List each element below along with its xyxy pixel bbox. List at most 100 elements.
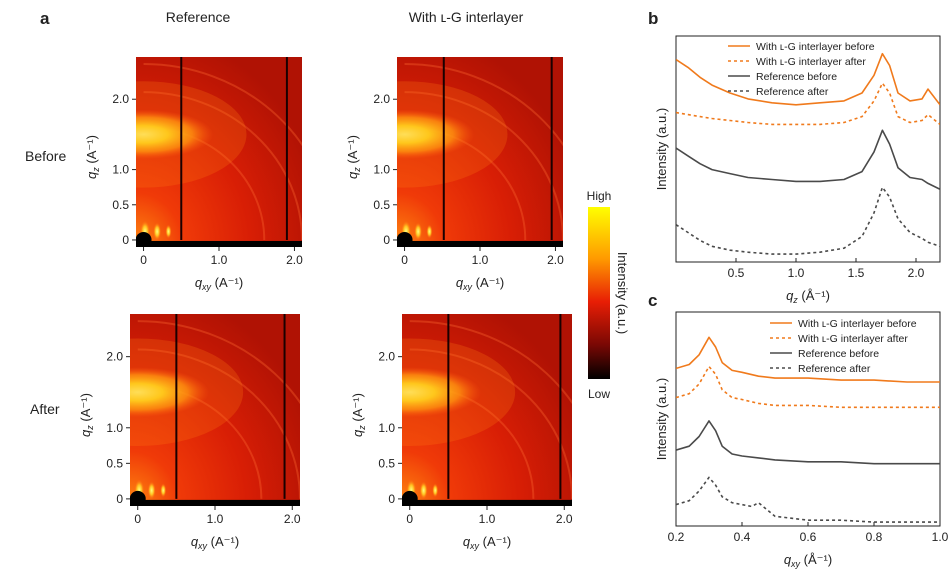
y-axis-label: qz (A⁻¹) (345, 135, 362, 179)
y-tick-label: 0 (388, 492, 395, 506)
x-tick-label: 1.0 (472, 253, 489, 267)
series-line-1 (676, 336, 940, 383)
low-q-peak (165, 224, 172, 239)
panel-letter-a: a (40, 9, 50, 28)
legend-entry: Reference after (798, 363, 871, 375)
x-tick-label: 0.4 (734, 530, 751, 544)
heatmap-reference-before: 0 1.0 2.0 0 0.5 1.0 2.0 qxy (A⁻¹) qz (A⁻¹) (84, 57, 303, 292)
x-axis-label: qxy (A⁻¹) (463, 534, 511, 551)
x-axis-label: qxy (A⁻¹) (191, 534, 239, 551)
y-tick-label: 2.0 (378, 350, 395, 364)
diffraction-arc (137, 320, 300, 405)
legend-entry: With ʟ-G interlayer after (798, 333, 908, 345)
lobe-halo (402, 338, 516, 446)
low-q-peak (426, 224, 433, 239)
detector-gap (130, 499, 300, 506)
legend-entry: Reference before (756, 71, 837, 83)
panel-letter-b: b (648, 9, 658, 28)
series-line-2 (676, 82, 940, 126)
series-line-4 (676, 186, 940, 255)
x-tick-label: 1.0 (932, 530, 949, 544)
low-q-peak (419, 481, 428, 500)
colorbar: High Low Intensity (a.u.) (587, 189, 630, 401)
lobe-halo (130, 338, 244, 446)
y-axis-label: qz (A⁻¹) (84, 135, 101, 179)
beamstop (136, 231, 152, 247)
y-tick-label: 0 (383, 233, 390, 247)
x-axis-label: qz (Å⁻¹) (786, 288, 830, 305)
x-tick-label: 0.2 (668, 530, 685, 544)
y-tick-label: 0 (122, 233, 129, 247)
heatmap-lg-after: 0 1.0 2.0 0 0.5 1.0 2.0 qxy (A⁻¹) qz (A⁻¹) (350, 314, 573, 551)
y-tick-label: 0 (116, 492, 123, 506)
bright-lobe (397, 109, 475, 160)
x-tick-label: 1.0 (788, 266, 805, 280)
beamstop (397, 231, 413, 247)
diffraction-arc (137, 348, 300, 499)
heatmap-reference-after: 0 1.0 2.0 0 0.5 1.0 2.0 qxy (A⁻¹) qz (A⁻¹) (78, 314, 301, 551)
row-label-before: Before (25, 148, 66, 164)
plot-frame (675, 35, 941, 263)
beamstop (402, 490, 418, 506)
y-axis-label: qz (A⁻¹) (350, 393, 367, 437)
x-axis-label: qxy (A⁻¹) (456, 275, 504, 292)
beamstop (130, 490, 146, 506)
low-q-peak (147, 481, 156, 500)
diffraction-arc (143, 91, 302, 240)
detector-gap (397, 240, 563, 247)
series-line-1 (676, 52, 940, 106)
y-tick-label: 0.5 (373, 198, 390, 212)
y-tick-label: 1.0 (373, 163, 390, 177)
series-line-3 (676, 129, 940, 191)
x-tick-label: 2.0 (908, 266, 925, 280)
x-axis-label: qxy (Å⁻¹) (784, 552, 832, 569)
y-tick-label: 0.5 (106, 456, 123, 470)
legend-entry: With ʟ-G interlayer before (798, 318, 917, 330)
line-chart-c: 0.2 0.4 0.6 0.8 1.0 qxy (Å⁻¹) Intensity (a.u.)… (654, 311, 949, 569)
colorbar-gradient (588, 207, 610, 379)
legend-entry: With ʟ-G interlayer before (756, 41, 875, 53)
x-tick-label: 1.0 (479, 512, 496, 526)
x-tick-label: 0.5 (728, 266, 745, 280)
x-tick-label: 0.6 (800, 530, 817, 544)
legend-entry: With ʟ-G interlayer after (756, 56, 866, 68)
heatmap-lg-before: 0 1.0 2.0 0 0.5 1.0 2.0 qxy (A⁻¹) qz (A⁻¹) (345, 57, 564, 292)
low-q-peak (160, 483, 167, 498)
series-line-4 (676, 476, 940, 523)
x-tick-label: 2.0 (286, 253, 303, 267)
y-tick-label: 0.5 (112, 198, 129, 212)
x-tick-label: 0.8 (866, 530, 883, 544)
detector-gap (136, 240, 302, 247)
x-tick-label: 0 (406, 512, 413, 526)
column-label-reference: Reference (166, 9, 231, 25)
diffraction-arc (404, 91, 563, 240)
y-tick-label: 2.0 (106, 350, 123, 364)
legend-entry: Reference before (798, 348, 879, 360)
x-tick-label: 1.5 (848, 266, 865, 280)
x-axis-label: qxy (A⁻¹) (195, 275, 243, 292)
x-tick-label: 1.0 (207, 512, 224, 526)
diffraction-arc (404, 63, 563, 147)
column-label-lg: With ʟ-G interlayer (409, 9, 524, 25)
diffraction-arc (143, 63, 302, 147)
series-line-2 (676, 365, 940, 409)
x-tick-label: 0 (140, 253, 147, 267)
lobe-halo (136, 81, 247, 188)
x-tick-label: 0 (401, 253, 408, 267)
low-q-peak (414, 222, 423, 241)
colorbar-low-label: Low (588, 387, 610, 401)
x-tick-label: 2.0 (284, 512, 301, 526)
detector-gap (402, 499, 572, 506)
row-label-after: After (30, 401, 60, 417)
y-tick-label: 1.0 (378, 421, 395, 435)
colorbar-title: Intensity (a.u.) (615, 252, 630, 334)
x-tick-label: 1.0 (211, 253, 228, 267)
legend-entry: Reference after (756, 86, 829, 98)
y-tick-label: 1.0 (112, 163, 129, 177)
low-q-peak (432, 483, 439, 498)
y-axis-label: qz (A⁻¹) (78, 393, 95, 437)
panel-letter-c: c (648, 291, 657, 310)
y-tick-label: 2.0 (112, 92, 129, 106)
y-tick-label: 2.0 (373, 92, 390, 106)
